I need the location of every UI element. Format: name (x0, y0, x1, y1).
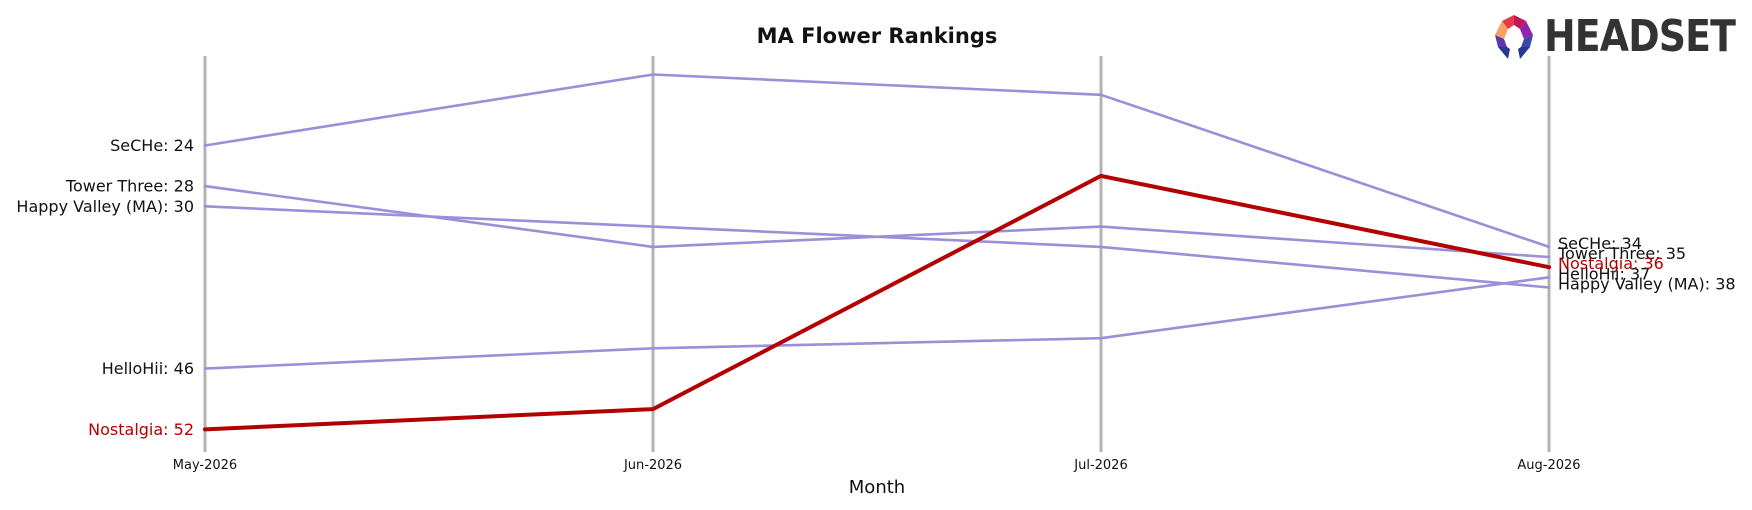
start-label: SeCHe: 24 (110, 136, 194, 155)
end-label: Nostalgia: 36 (1558, 254, 1664, 273)
x-tick-label: Jul-2026 (1073, 458, 1127, 473)
end-label: Tower Three: 35 (1557, 244, 1686, 263)
headset-logo: HEADSET (1490, 12, 1752, 62)
end-label: SeCHe: 34 (1558, 234, 1642, 253)
chart-title: MA Flower Rankings (757, 24, 998, 48)
series-line-nostalgia (203, 173, 1551, 432)
start-label: Happy Valley (MA): 30 (16, 197, 194, 216)
end-label: HelloHii: 37 (1558, 264, 1650, 283)
end-label: Happy Valley (MA): 38 (1558, 275, 1736, 294)
start-label: Tower Three: 28 (65, 177, 194, 196)
headset-logo-icon (1495, 15, 1533, 59)
series-line-happy-valley-ma (203, 205, 1551, 289)
start-label: Nostalgia: 52 (88, 420, 194, 439)
gridlines (203, 56, 1551, 452)
x-tick-label: May-2026 (173, 458, 237, 473)
x-axis-label: Month (849, 477, 905, 498)
series-line-tower-three (203, 184, 1551, 259)
series-lines (203, 73, 1551, 432)
series-line-seche (203, 73, 1551, 249)
x-tick-label: Jun-2026 (623, 458, 682, 473)
series-line-hellohii (203, 275, 1551, 370)
x-tick-label: Aug-2026 (1517, 458, 1580, 473)
headset-logo-wordmark: HEADSET (1544, 11, 1736, 62)
start-label: HelloHii: 46 (102, 359, 194, 378)
x-axis: May-2026 Jun-2026 Jul-2026 Aug-2026 (173, 458, 1581, 473)
